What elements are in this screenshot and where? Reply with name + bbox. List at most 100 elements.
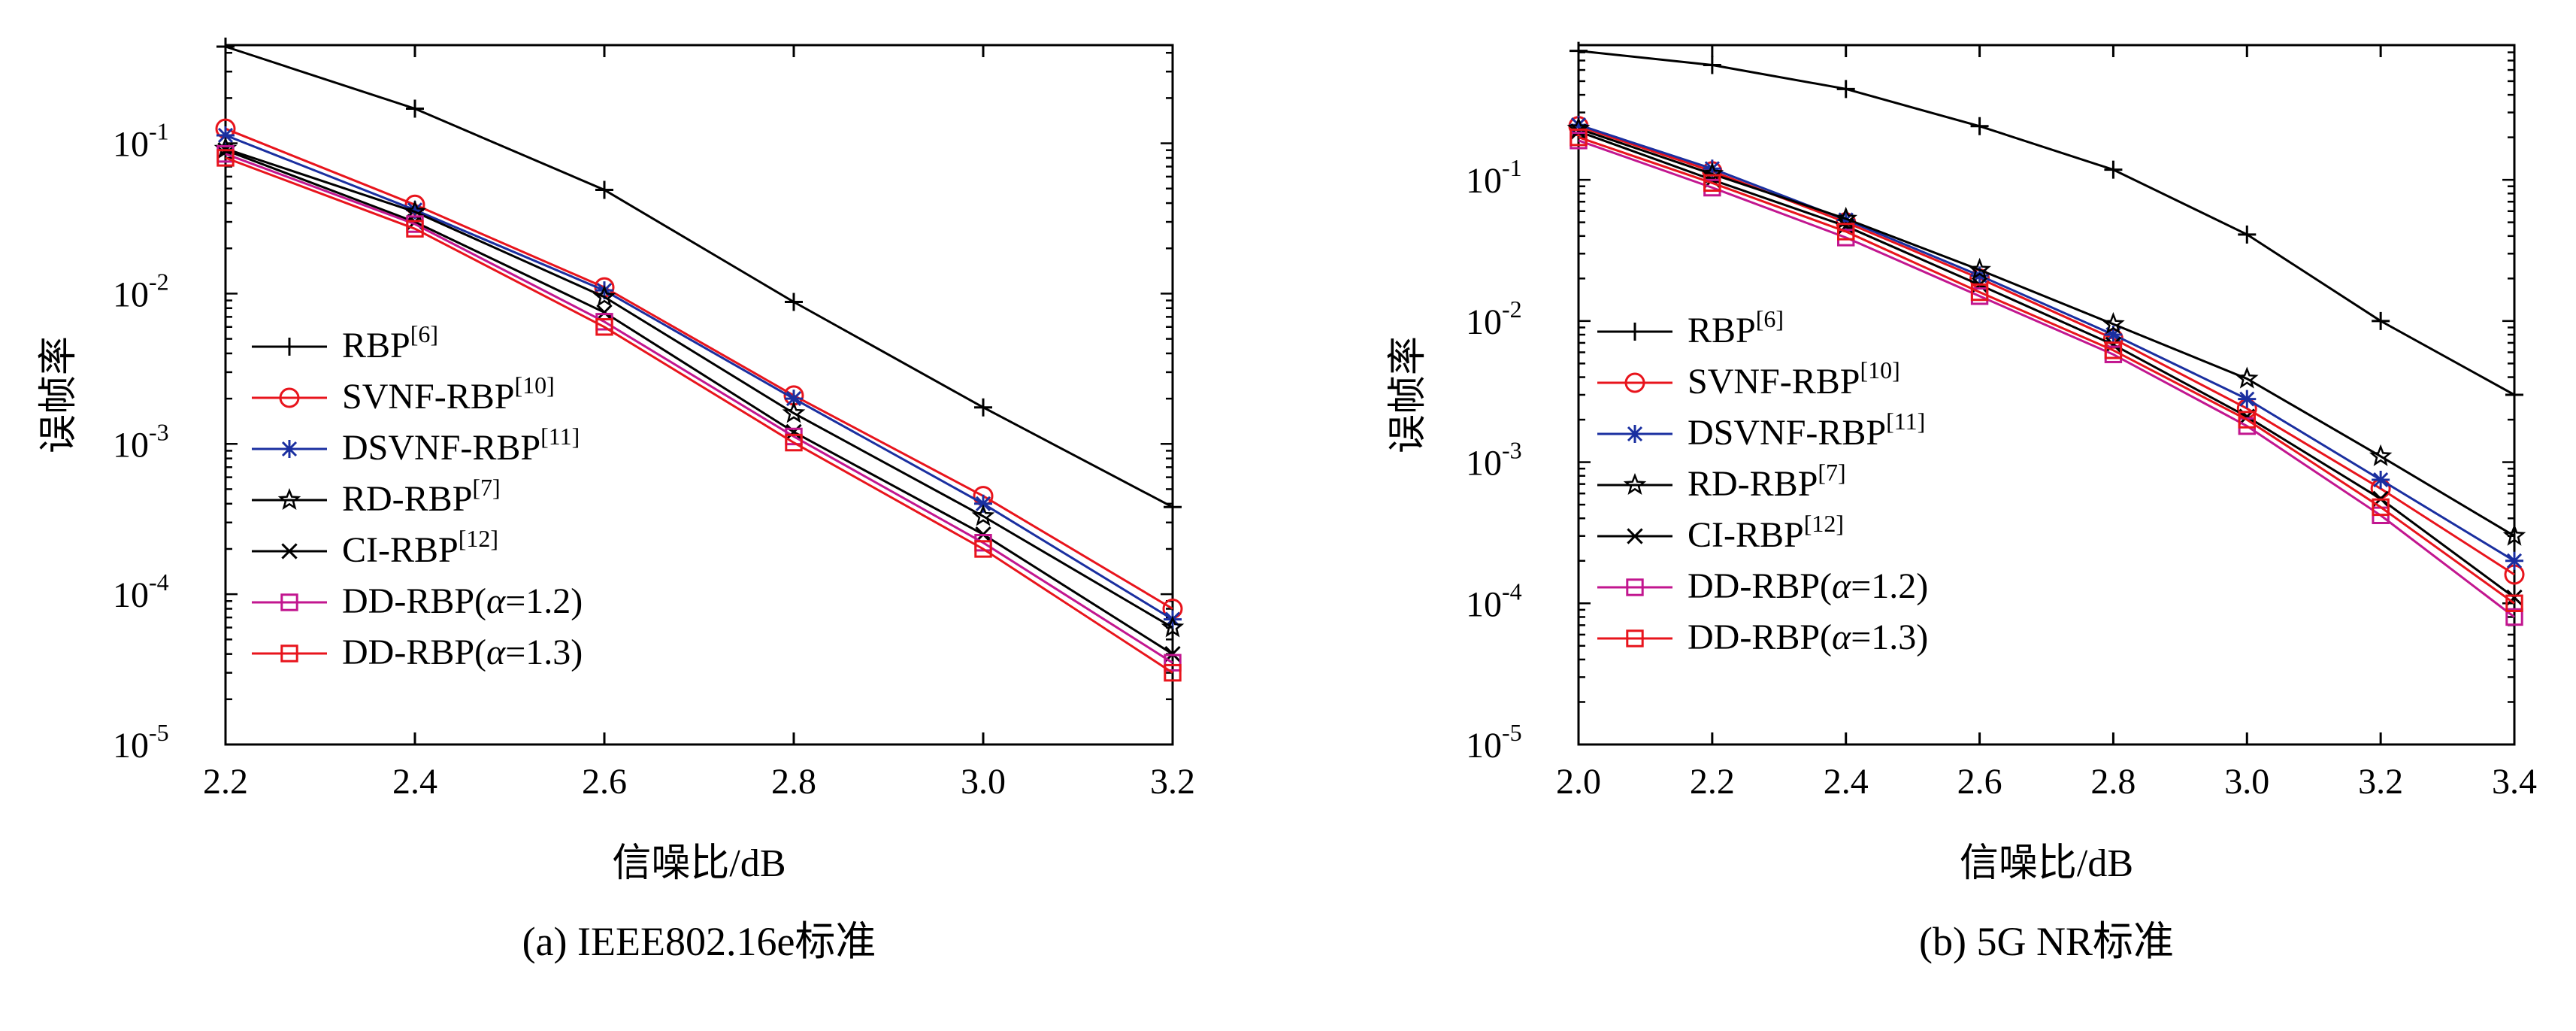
data-point-square — [406, 220, 424, 238]
legend-label: DSVNF-RBP[11] — [1688, 408, 1925, 453]
x-tick-label: 2.6 — [1957, 762, 2002, 802]
data-point-square — [216, 149, 235, 167]
data-point-star — [971, 504, 995, 526]
data-point-plus — [1970, 117, 1989, 135]
legend: RBP[6] SVNF-RBP[10] DSVNF-RBP[11] RD-RBP[7]… — [252, 320, 583, 672]
legend-marker-square — [1626, 629, 1644, 647]
x-tick-label: 2.8 — [771, 762, 816, 802]
legend-label: RBP[6] — [342, 320, 438, 365]
data-point-square — [2505, 608, 2523, 626]
legend-marker-star — [1623, 472, 1647, 496]
data-point-asterisk — [216, 126, 235, 144]
legend-marker-square — [280, 593, 298, 611]
chart-caption: (a) IEEE802.16e标准 — [522, 919, 876, 964]
y-tick-label: 10-1 — [113, 118, 169, 165]
data-point-x — [1570, 123, 1587, 140]
data-point-square — [2104, 341, 2123, 359]
y-axis-label: 误帧率 — [38, 336, 80, 453]
x-axis-label: 信噪比/dB — [1960, 842, 2133, 885]
data-point-asterisk — [2104, 326, 2123, 344]
data-point-plus — [1703, 56, 1721, 74]
legend-label: DD-RBP(α=1.2) — [1688, 566, 1928, 606]
legend-label: CI-RBP[12] — [1688, 510, 1844, 555]
x-tick-label: 2.0 — [1556, 762, 1601, 802]
series-0 — [216, 37, 1182, 517]
chart-caption: (b) 5G NR标准 — [1919, 919, 2174, 964]
legend-marker-asterisk — [1626, 425, 1644, 443]
data-point-plus — [406, 99, 424, 118]
data-point-star — [1700, 162, 1724, 184]
legend-label: SVNF-RBP[10] — [1688, 356, 1900, 402]
data-point-square — [2238, 411, 2256, 429]
legend-label: RD-RBP[7] — [1688, 459, 1846, 504]
data-point-square — [785, 433, 803, 452]
legend-label: SVNF-RBP[10] — [342, 371, 555, 417]
y-tick-label: 10-4 — [1466, 578, 1522, 624]
data-point-plus — [2372, 311, 2390, 330]
data-point-asterisk — [406, 201, 424, 220]
data-point-plus — [2505, 386, 2523, 404]
legend-marker-square — [1626, 578, 1644, 596]
data-point-asterisk — [2505, 551, 2523, 570]
x-tick-label: 2.6 — [582, 762, 627, 802]
data-point-square — [1970, 283, 1989, 302]
chart-a: 2.2 2.4 2.6 2.8 3.0 3.2 10-1 10-2 10-3 10-4 10-5 信噪… — [38, 37, 1195, 964]
series-0 — [1570, 41, 2523, 404]
legend-label: DD-RBP(α=1.3) — [1688, 617, 1928, 657]
data-point-square — [1164, 653, 1182, 672]
legend-marker-circle — [1624, 372, 1645, 393]
data-point-asterisk — [974, 494, 992, 513]
y-tick-label: 10-5 — [1466, 719, 1522, 766]
legend-label: DD-RBP(α=1.2) — [342, 581, 583, 621]
data-point-star — [782, 401, 806, 423]
data-point-star — [2235, 366, 2259, 389]
series-line — [1578, 139, 2515, 618]
series-2 — [1570, 116, 2523, 570]
legend-label: CI-RBP[12] — [342, 525, 498, 570]
series-line — [225, 156, 1173, 674]
data-point-plus — [1836, 80, 1855, 99]
x-tick-label: 2.2 — [203, 762, 248, 802]
data-point-x — [596, 304, 613, 321]
series-line — [1578, 125, 2515, 576]
x-tick-label: 2.2 — [1690, 762, 1735, 802]
legend-marker-x — [1627, 528, 1643, 544]
y-tick-label: 10-4 — [113, 569, 169, 615]
legend-marker-asterisk — [280, 440, 298, 458]
data-point-plus — [785, 293, 803, 311]
legend-marker-plus — [1626, 323, 1644, 341]
legend-label: RD-RBP[7] — [342, 474, 501, 519]
series-line — [225, 153, 1173, 664]
y-tick-label: 10-3 — [113, 418, 169, 465]
data-point-square — [595, 318, 613, 336]
series-line — [225, 127, 1173, 610]
x-tick-label: 3.0 — [961, 762, 1006, 802]
data-point-star — [592, 284, 616, 307]
y-tick-label: 10-2 — [113, 268, 169, 314]
data-point-x — [2506, 589, 2523, 606]
legend-marker-x — [281, 543, 298, 559]
data-point-x — [786, 423, 802, 441]
series-line — [225, 147, 1173, 629]
series-line — [1578, 123, 2515, 563]
series-6 — [1570, 128, 2523, 612]
y-tick-label: 10-3 — [1466, 437, 1522, 484]
data-point-asterisk — [2372, 471, 2390, 490]
y-tick-label: 10-2 — [1466, 296, 1522, 342]
x-tick-label: 3.4 — [2492, 762, 2537, 802]
series-line — [225, 45, 1173, 508]
legend-marker-star — [277, 487, 301, 511]
data-point-square — [1164, 663, 1182, 682]
x-tick-label: 3.2 — [1150, 762, 1195, 802]
series-line — [225, 134, 1173, 620]
data-point-plus — [2238, 225, 2257, 244]
series-line — [1578, 127, 2515, 537]
data-point-x — [2105, 336, 2122, 353]
x-tick-label: 2.4 — [392, 762, 437, 802]
legend-label: DSVNF-RBP[11] — [342, 423, 580, 468]
data-point-plus — [2104, 160, 2123, 179]
data-point-star — [2502, 523, 2526, 546]
series-line — [1578, 130, 2515, 599]
data-point-square — [1570, 128, 1588, 147]
